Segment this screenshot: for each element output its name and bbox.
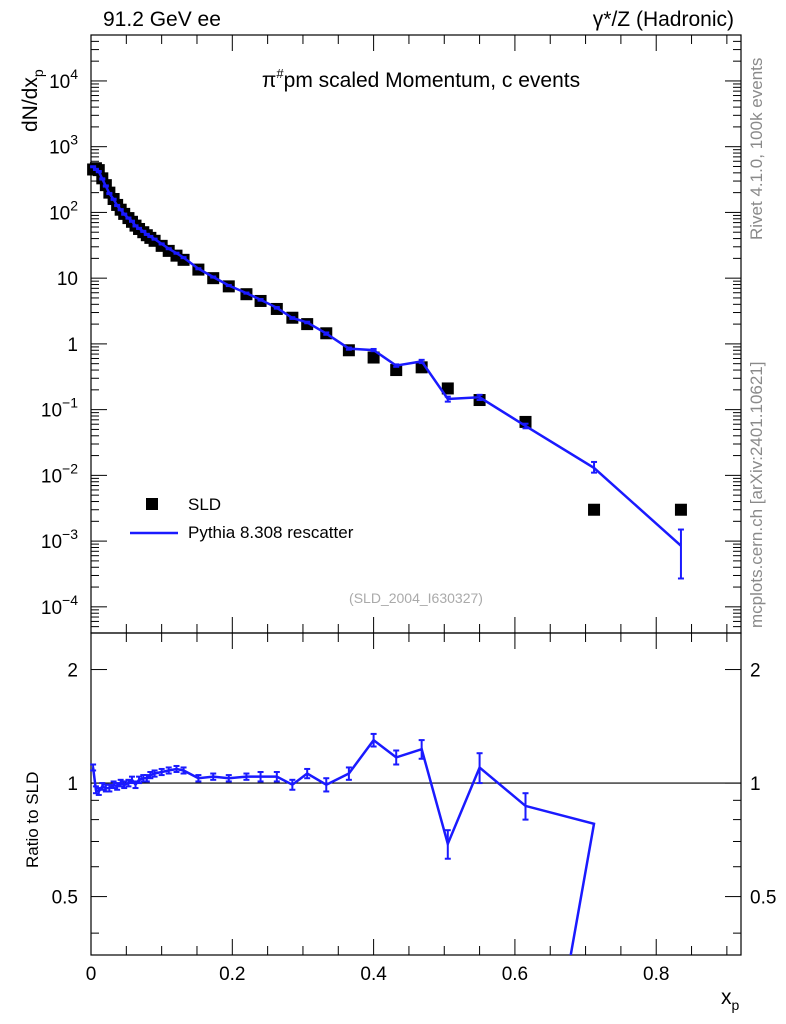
x-axis-label: xp: [721, 986, 740, 1013]
rivet-version-label: Rivet 4.1.0, 100k events: [747, 58, 766, 240]
chart-title: π#pm scaled Momentum, c events: [262, 66, 580, 92]
data-point: [170, 249, 183, 262]
y-tick-label: 103: [49, 132, 78, 159]
y-tick-label: 10−3: [41, 526, 78, 553]
ratio-y-tick-label-right: 1: [750, 774, 761, 795]
data-point: [674, 503, 687, 516]
ratio-y-tick-label: 2: [67, 661, 78, 682]
mc-ratio-curve: [91, 738, 596, 955]
ratio-y-tick-label-right: 2: [750, 661, 761, 682]
data-point: [162, 244, 175, 257]
y-axis-label: dN/dxp: [19, 69, 46, 132]
analysis-watermark: (SLD_2004_I630327): [349, 590, 483, 606]
main-plot-frame: [90, 34, 742, 634]
data-point: [588, 503, 601, 516]
ratio-y-tick-label-right: 0.5: [750, 888, 776, 909]
legend-data-marker: [146, 498, 158, 510]
legend-mc-label: Pythia 8.308 rescatter: [188, 523, 354, 542]
y-tick-label: 10: [57, 269, 78, 290]
x-tick-label: 0.4: [360, 964, 387, 985]
x-tick-label: 0.6: [502, 964, 528, 985]
header-right: γ*/Z (Hadronic): [593, 8, 734, 31]
legend-data-label: SLD: [188, 495, 221, 514]
ratio-y-tick-label: 1: [67, 774, 78, 795]
mcplots-label: mcplots.cern.ch [arXiv:2401.10621]: [747, 362, 766, 628]
ratio-y-axis-label: Ratio to SLD: [23, 772, 42, 868]
data-point: [441, 382, 454, 395]
y-tick-label: 10−4: [41, 592, 78, 619]
x-tick-label: 0.8: [643, 964, 669, 985]
y-tick-label: 10−2: [41, 460, 78, 487]
y-tick-label: 10−1: [41, 395, 78, 422]
mc-curve: [92, 165, 682, 547]
data-point: [367, 351, 380, 364]
ratio-plot-frame: [90, 632, 742, 956]
x-tick-label: 0.2: [219, 964, 245, 985]
y-tick-label: 104: [49, 66, 78, 93]
y-tick-label: 1: [67, 335, 78, 356]
x-tick-label: 0: [86, 964, 97, 985]
header-left: 91.2 GeV ee: [103, 8, 221, 31]
ratio-y-tick-label: 0.5: [52, 888, 78, 909]
y-tick-label: 102: [49, 197, 78, 224]
